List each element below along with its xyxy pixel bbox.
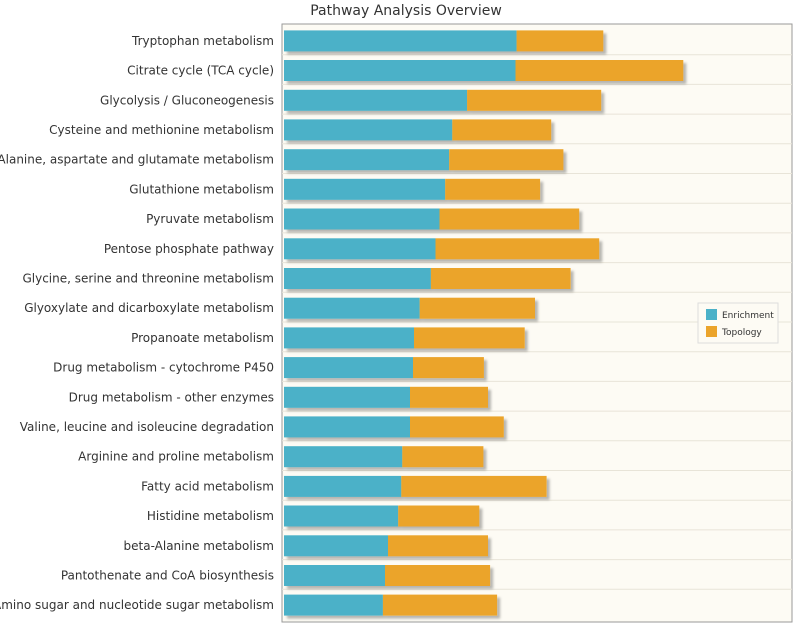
category-label: Cysteine and methionine metabolism (49, 123, 274, 137)
bar-topology (439, 208, 580, 230)
bar-group (284, 565, 491, 586)
bar-group (284, 357, 484, 379)
category-label: Citrate cycle (TCA cycle) (127, 64, 274, 78)
category-label: Glycine, serine and threonine metabolism (22, 271, 274, 285)
bar-enrichment (284, 149, 450, 171)
category-label: Glutathione metabolism (129, 182, 274, 196)
bar-group (284, 327, 525, 349)
bars (284, 30, 684, 616)
bar-group (284, 505, 480, 527)
bar-group (284, 208, 580, 230)
category-label: beta-Alanine metabolism (124, 539, 274, 553)
bar-enrichment (284, 297, 420, 319)
bar-group (284, 268, 571, 289)
bar-topology (430, 268, 571, 289)
bar-enrichment (284, 535, 388, 557)
bar-topology (402, 446, 484, 468)
bar-enrichment (284, 446, 403, 468)
bar-enrichment (284, 357, 413, 379)
bar-group (284, 178, 541, 200)
bar-topology (388, 535, 488, 557)
legend: Enrichment Topology (697, 302, 779, 344)
bar-topology (419, 297, 535, 319)
bar-group (284, 30, 604, 52)
category-label: Propanoate metabolism (131, 331, 274, 345)
bar-topology (414, 327, 525, 349)
bar-group (284, 119, 552, 141)
bar-group (284, 446, 484, 468)
category-label: Glyoxylate and dicarboxylate metabolism (24, 301, 274, 315)
bar-enrichment (284, 89, 468, 111)
bar-topology (410, 416, 504, 438)
bar-group (284, 535, 488, 557)
bar-group (284, 89, 602, 111)
bar-topology (449, 149, 564, 171)
bar-group (284, 594, 498, 616)
chart-title: Pathway Analysis Overview (310, 3, 502, 19)
legend-label-enrichment: Enrichment (722, 311, 774, 321)
category-label: Alanine, aspartate and glutamate metabol… (0, 153, 274, 167)
bar-topology (413, 357, 484, 379)
bar-group (284, 386, 488, 408)
bar-topology (410, 386, 488, 408)
bar-topology (445, 178, 541, 200)
category-label: Amino sugar and nucleotide sugar metabol… (0, 598, 274, 612)
bar-topology (452, 119, 552, 141)
bar-enrichment (284, 475, 402, 497)
category-label: Tryptophan metabolism (131, 34, 274, 48)
bar-topology (467, 89, 602, 111)
category-labels: Tryptophan metabolism Citrate cycle (TCA … (0, 34, 274, 612)
category-label: Valine, leucine and isoleucine degradati… (20, 420, 274, 434)
bar-enrichment (284, 327, 414, 349)
bar-topology (398, 505, 480, 527)
category-label: Drug metabolism - other enzymes (69, 390, 274, 404)
bar-enrichment (284, 268, 431, 289)
bar-group (284, 475, 547, 497)
legend-swatch-topology (706, 326, 717, 337)
bar-enrichment (284, 119, 453, 141)
category-label: Glycolysis / Gluconeogenesis (100, 93, 274, 107)
bar-group (284, 416, 504, 438)
bar-group (284, 297, 535, 319)
bar-enrichment (284, 208, 440, 230)
bar-enrichment (284, 505, 399, 527)
bar-enrichment (284, 565, 385, 586)
category-label: Histidine metabolism (147, 509, 274, 523)
legend-label-topology: Topology (721, 328, 762, 338)
category-label: Pantothenate and CoA biosynthesis (61, 568, 274, 582)
bar-enrichment (284, 30, 517, 52)
category-label: Arginine and proline metabolism (78, 450, 274, 464)
category-label: Pyruvate metabolism (146, 212, 274, 226)
bar-enrichment (284, 594, 383, 616)
bar-enrichment (284, 60, 516, 81)
bar-enrichment (284, 416, 410, 438)
bar-topology (401, 475, 547, 497)
bar-enrichment (284, 238, 436, 260)
bar-enrichment (284, 178, 446, 200)
bar-topology (435, 238, 600, 260)
bar-topology (516, 30, 604, 52)
legend-swatch-enrichment (706, 309, 717, 320)
bar-topology (385, 565, 491, 586)
grid-lines (282, 54, 792, 590)
category-label: Drug metabolism - cytochrome P450 (53, 361, 274, 375)
bar-topology (382, 594, 498, 616)
bar-group (284, 60, 684, 81)
bar-topology (515, 60, 684, 81)
bar-enrichment (284, 386, 410, 408)
category-label: Fatty acid metabolism (141, 479, 274, 493)
bar-group (284, 149, 564, 171)
bar-group (284, 238, 600, 260)
category-label: Pentose phosphate pathway (104, 242, 274, 256)
